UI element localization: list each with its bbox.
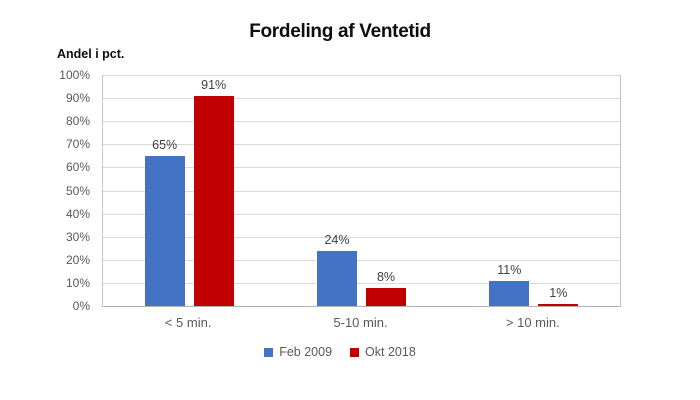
bar-okt-2018-3	[538, 303, 579, 306]
legend: Feb 2009 Okt 2018	[0, 345, 680, 359]
y-tick-label: 50%	[65, 183, 90, 198]
y-tick-label: 70%	[65, 137, 90, 152]
gridline	[103, 167, 620, 169]
y-tick-label: 60%	[65, 160, 90, 175]
legend-item: Okt 2018	[350, 345, 416, 359]
gridline	[103, 75, 620, 76]
bar-feb-2009-1	[144, 155, 185, 306]
bar-okt-2018-2	[366, 287, 406, 306]
x-category-label: 5-10 min.	[333, 315, 388, 330]
gridline	[103, 190, 620, 192]
legend-label: Feb 2009	[279, 345, 333, 359]
gridline	[103, 121, 620, 123]
chart-title: Fordeling af Ventetid	[249, 21, 431, 42]
y-tick-label: 40%	[65, 206, 90, 221]
data-label: 91%	[201, 77, 227, 92]
gridline	[103, 144, 620, 146]
data-label: 1%	[549, 285, 568, 300]
legend-item: Feb 2009	[264, 345, 332, 359]
bar-okt-2018-1	[193, 95, 234, 306]
gridline	[103, 282, 620, 284]
gridline	[103, 236, 620, 238]
y-tick-label: 30%	[65, 229, 90, 244]
y-tick-label: 90%	[65, 91, 90, 106]
bar-feb-2009-2	[317, 250, 357, 306]
gridline	[103, 213, 620, 215]
bar-feb-2009-3	[489, 280, 530, 306]
legend-label: Okt 2018	[365, 345, 416, 359]
gridline	[103, 98, 620, 100]
x-category-label: > 10 min.	[505, 315, 560, 330]
plot-area: 65% 91% 24% 8% 11% 1%	[102, 75, 621, 307]
data-label: 11%	[497, 262, 522, 277]
legend-swatch-icon	[350, 347, 360, 357]
y-tick-label: 10%	[65, 275, 90, 290]
data-label: 8%	[376, 269, 396, 284]
legend-swatch-icon	[264, 347, 274, 357]
gridline	[103, 259, 620, 261]
data-label: 65%	[152, 137, 178, 152]
y-tick-label: 20%	[65, 252, 90, 267]
x-category-label: < 5 min.	[164, 315, 212, 330]
data-label: 24%	[324, 232, 350, 247]
y-tick-label: 80%	[65, 114, 90, 129]
y-axis-title: Andel i pct.	[57, 47, 125, 61]
y-tick-label: 0%	[72, 299, 90, 313]
y-tick-label: 100%	[59, 68, 90, 82]
